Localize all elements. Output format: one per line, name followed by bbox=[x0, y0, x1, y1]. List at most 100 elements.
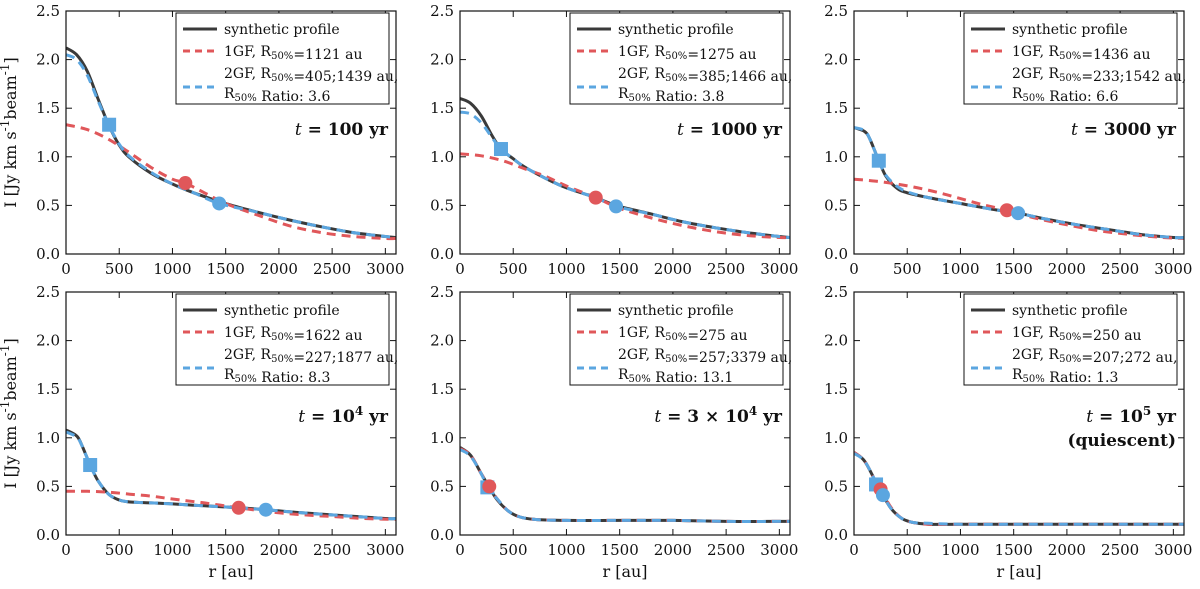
x-tick-label: 2500 bbox=[313, 260, 351, 278]
y-tick-label: 1.5 bbox=[430, 380, 454, 398]
legend-synthetic: synthetic profile bbox=[1012, 303, 1128, 319]
series-1gf bbox=[66, 489, 396, 521]
x-axis-label: r [au] bbox=[208, 562, 253, 581]
legend-2gf-line2: R50% Ratio: 6.6 bbox=[1012, 86, 1118, 105]
legend-1gf: 1GF, R50%=1121 au bbox=[224, 44, 363, 63]
y-tick-label: 2.0 bbox=[824, 332, 848, 350]
legend-synthetic: synthetic profile bbox=[618, 303, 734, 319]
panel-2: 0 500 1000 1500 2000 2500 3000 0.0 0.5 1.0 1.5 2.0 2… bbox=[430, 2, 798, 278]
y-tick-label: 1.5 bbox=[824, 99, 848, 117]
y-tick-label: 2.0 bbox=[36, 51, 60, 69]
y-tick-label: 1.0 bbox=[36, 429, 60, 447]
legend-2gf-line1: 2GF, R50%=405;1439 au, bbox=[224, 66, 398, 85]
series-1gf bbox=[854, 177, 1184, 240]
x-tick-label: 500 bbox=[499, 260, 528, 278]
marker-square bbox=[102, 117, 117, 132]
x-tick-label: 1500 bbox=[207, 260, 245, 278]
y-tick-label: 2.0 bbox=[430, 51, 454, 69]
legend: synthetic profile 1GF, R50%=250 au 2GF, R5… bbox=[963, 293, 1178, 386]
series-group bbox=[854, 451, 1184, 526]
time-label: t = 100 yr bbox=[295, 120, 389, 140]
x-tick-label: 0 bbox=[849, 260, 859, 278]
y-tick-label: 2.0 bbox=[430, 332, 454, 350]
panel-6: 0 500 1000 1500 2000 2500 3000 0.0 0.5 1.0 1.5 2.0 2… bbox=[824, 283, 1192, 581]
y-tick-label: 0.5 bbox=[430, 477, 454, 495]
legend-synthetic: synthetic profile bbox=[618, 22, 734, 38]
x-tick-label: 1500 bbox=[601, 260, 639, 278]
y-tick-label: 2.5 bbox=[430, 283, 454, 301]
legend-synthetic: synthetic profile bbox=[1012, 22, 1128, 38]
series-group bbox=[66, 428, 396, 521]
legend: synthetic profile 1GF, R50%=1275 au 2GF, R… bbox=[569, 12, 792, 105]
x-tick-label: 2000 bbox=[1048, 260, 1086, 278]
x-tick-label: 0 bbox=[849, 541, 859, 559]
y-tick-label: 0.5 bbox=[36, 477, 60, 495]
legend-2gf-line2: R50% Ratio: 3.6 bbox=[224, 86, 330, 105]
series-2gf bbox=[854, 452, 1184, 526]
legend-2gf-line2: R50% Ratio: 13.1 bbox=[618, 367, 733, 386]
x-tick-label: 1000 bbox=[941, 260, 979, 278]
marker-circle bbox=[482, 479, 497, 494]
marker-circle bbox=[1011, 206, 1026, 221]
x-tick-label: 1000 bbox=[941, 541, 979, 559]
y-tick-label: 2.0 bbox=[824, 51, 848, 69]
y-tick-label: 1.0 bbox=[36, 148, 60, 166]
axes-frame bbox=[65, 291, 397, 536]
x-tick-label: 0 bbox=[455, 541, 465, 559]
legend-2gf-line1: 2GF, R50%=385;1466 au, bbox=[618, 66, 792, 85]
marker-circle bbox=[212, 196, 227, 211]
series-2gf bbox=[66, 53, 396, 239]
axes-frame bbox=[459, 291, 791, 536]
x-tick-label: 500 bbox=[893, 541, 922, 559]
x-tick-label: 1500 bbox=[995, 260, 1033, 278]
x-axis-label: r [au] bbox=[602, 562, 647, 581]
series-group bbox=[460, 97, 790, 240]
y-tick-label: 2.5 bbox=[430, 2, 454, 20]
series-2gf bbox=[854, 126, 1184, 240]
time-label-2: (quiescent) bbox=[1067, 431, 1176, 451]
x-tick-label: 2000 bbox=[654, 260, 692, 278]
series-synthetic-profile bbox=[854, 451, 1184, 526]
series-2gf bbox=[460, 448, 790, 523]
x-tick-label: 3000 bbox=[366, 260, 404, 278]
x-tick-label: 1000 bbox=[153, 541, 191, 559]
time-label: t = 3000 yr bbox=[1071, 120, 1177, 140]
y-axis-label: I [Jy km s-​1​beam-​1​] bbox=[0, 338, 20, 488]
x-tick-label: 2500 bbox=[707, 260, 745, 278]
legend-2gf-line1: 2GF, R50%=207;272 au, bbox=[1012, 347, 1177, 366]
x-tick-label: 2500 bbox=[1101, 541, 1139, 559]
x-tick-label: 500 bbox=[893, 260, 922, 278]
panel-4: 0 500 1000 1500 2000 2500 3000 0.0 0.5 1.0 1.5 2.0 2… bbox=[0, 283, 404, 581]
marker-square bbox=[871, 153, 886, 168]
x-tick-label: 1000 bbox=[153, 260, 191, 278]
x-tick-label: 2000 bbox=[1048, 541, 1086, 559]
legend-1gf: 1GF, R50%=275 au bbox=[618, 325, 748, 344]
series-2gf bbox=[460, 110, 790, 239]
y-tick-label: 0.0 bbox=[36, 245, 60, 263]
x-tick-label: 3000 bbox=[1154, 260, 1192, 278]
panel-5: 0 500 1000 1500 2000 2500 3000 0.0 0.5 1.0 1.5 2.0 2… bbox=[430, 283, 798, 581]
x-tick-label: 2000 bbox=[654, 541, 692, 559]
series-1gf bbox=[66, 123, 396, 241]
legend-2gf-line2: R50% Ratio: 8.3 bbox=[224, 367, 330, 386]
x-tick-label: 2000 bbox=[260, 260, 298, 278]
series-group bbox=[460, 446, 790, 523]
x-tick-label: 1500 bbox=[601, 541, 639, 559]
x-tick-label: 3000 bbox=[760, 541, 798, 559]
y-tick-label: 0.5 bbox=[824, 196, 848, 214]
legend: synthetic profile 1GF, R50%=1436 au 2GF, R… bbox=[963, 12, 1186, 105]
marker-square bbox=[83, 458, 98, 473]
y-tick-label: 1.0 bbox=[824, 148, 848, 166]
legend-2gf-line1: 2GF, R50%=257;3379 au, bbox=[618, 347, 792, 366]
y-tick-label: 1.0 bbox=[824, 429, 848, 447]
y-tick-label: 0.5 bbox=[36, 196, 60, 214]
y-tick-label: 2.5 bbox=[36, 283, 60, 301]
x-tick-label: 1000 bbox=[547, 541, 585, 559]
time-label: t = 1000 yr bbox=[677, 120, 783, 140]
y-tick-label: 1.0 bbox=[430, 148, 454, 166]
x-tick-label: 3000 bbox=[366, 541, 404, 559]
marker-circle bbox=[588, 190, 603, 205]
time-label: t = 104​ yr bbox=[298, 404, 389, 427]
legend-1gf: 1GF, R50%=1436 au bbox=[1012, 44, 1151, 63]
